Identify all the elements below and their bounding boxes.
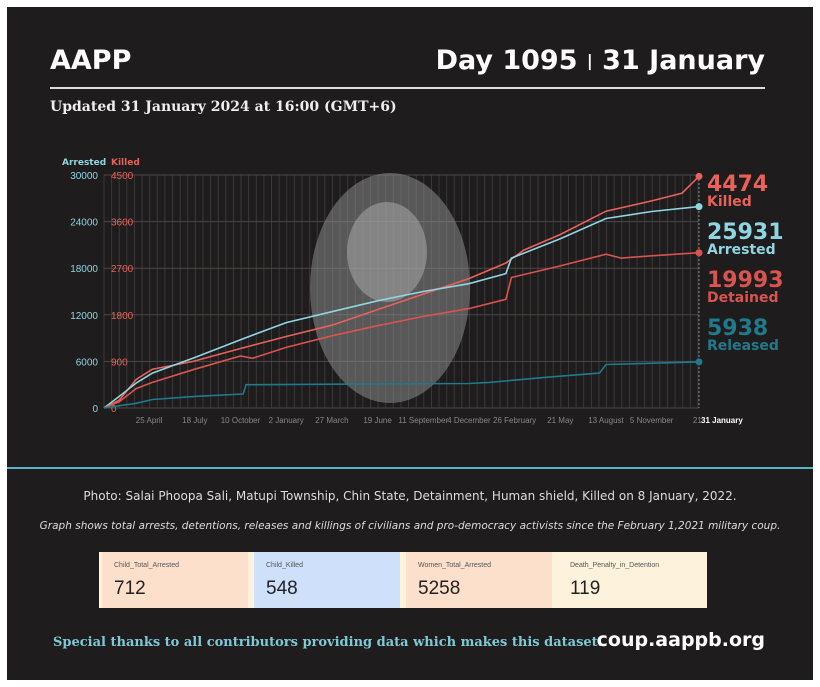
x-tick-label: 21 — [693, 416, 702, 425]
x-tick-label: 4 December — [447, 416, 491, 425]
x-tick-label: 27 March — [315, 416, 348, 425]
kpi-card: Child_Total_Arrested 712 — [102, 552, 248, 608]
series-line-killed — [103, 175, 700, 409]
kpi-value: 5258 — [418, 578, 461, 599]
kpi-card: Death_Penalty_in_Detention 119 — [558, 552, 704, 608]
series-end-point — [695, 172, 703, 180]
header-divider — [50, 87, 765, 89]
kpi-label: Women_Total_Arrested — [418, 562, 492, 569]
x-tick-label: 11 September — [398, 416, 448, 425]
x-tick-label: 2 January — [269, 416, 304, 425]
x-tick-label: 5 November — [630, 416, 674, 425]
series-end-point — [695, 203, 703, 211]
brand-title: AAPP — [50, 45, 132, 76]
arrested-tick-label: 12000 — [70, 311, 98, 322]
x-tick-label: 19 June — [363, 416, 392, 425]
section-divider — [7, 467, 813, 469]
killed-tick-label: 2700 — [111, 264, 134, 275]
kpi-strip: Child_Total_Arrested 712 Child_Killed 548 Wo… — [99, 552, 707, 608]
kpi-value: 548 — [266, 578, 298, 599]
x-tick-label: 25 April — [136, 416, 163, 425]
kpi-card: Child_Killed 548 — [254, 552, 400, 608]
x-tick-label: 18 July — [182, 416, 207, 425]
kpi-label: Child_Killed — [266, 562, 303, 569]
series-line-detained — [103, 251, 700, 409]
arrested-tick-label: 24000 — [70, 218, 98, 229]
thanks-text: Special thanks to all contributors provi… — [53, 635, 603, 650]
kpi-label: Death_Penalty_in_Detention — [570, 562, 660, 569]
kpi-value: 712 — [114, 578, 146, 599]
series-end-value: 5938 — [707, 316, 768, 341]
kpi-value: 119 — [570, 578, 601, 599]
x-tick-label: 21 May — [547, 416, 573, 425]
website: coup.aappb.org — [596, 629, 765, 651]
killed-tick-label: 1800 — [111, 311, 134, 322]
arrested-tick-label: 30000 — [70, 171, 98, 182]
day-counter: Day 1095 | 31 January — [436, 45, 765, 76]
series-name-label: Killed — [707, 194, 752, 210]
card: AAPP Day 1095 | 31 January Updated 31 Ja… — [7, 7, 813, 680]
arrested-tick-label: 18000 — [70, 264, 98, 275]
chart: 0 0 6000 900 12000 1800 18000 2700 24000 3600 3000… — [62, 158, 784, 425]
photo-caption: Photo: Salai Phoopa Sali, Matupi Townshi… — [83, 489, 737, 503]
day-date: 31 January — [602, 45, 765, 76]
series-line-released — [103, 361, 700, 409]
day-number: Day 1095 — [435, 45, 578, 76]
graph-note: Graph shows total arrests, detentions, r… — [39, 520, 781, 532]
x-tick-label: 31 January — [701, 416, 743, 425]
separator: | — [586, 51, 593, 70]
kpi-card: Women_Total_Arrested 5258 — [406, 552, 552, 608]
x-tick-label: 10 October — [221, 416, 261, 425]
series-end-value: 19993 — [707, 268, 784, 293]
series-end-point — [695, 249, 703, 257]
kpi-label: Child_Total_Arrested — [114, 562, 179, 569]
arrested-tick-label: 0 — [92, 404, 98, 415]
series-end-point — [695, 358, 703, 366]
killed-tick-label: 0 — [111, 404, 117, 415]
series-name-label: Arrested — [707, 242, 776, 258]
killed-tick-label: 4500 — [111, 171, 134, 182]
victim-photo-face — [347, 202, 427, 302]
series-name-label: Released — [707, 338, 779, 354]
series-line-arrested — [103, 205, 700, 409]
killed-tick-label: 3600 — [111, 218, 134, 229]
updated-text: Updated 31 January 2024 at 16:00 (GMT+6) — [50, 99, 397, 115]
arrested-tick-label: 6000 — [76, 357, 99, 368]
x-tick-label: 13 August — [588, 416, 624, 425]
series-end-value: 25931 — [707, 220, 784, 245]
series-name-label: Detained — [707, 290, 779, 306]
series-end-value: 4474 — [707, 172, 768, 197]
arrested-axis-label: Arrested — [62, 158, 106, 168]
killed-tick-label: 900 — [111, 357, 128, 368]
x-tick-label: 26 February — [493, 416, 536, 425]
killed-axis-label: Killed — [111, 158, 140, 168]
